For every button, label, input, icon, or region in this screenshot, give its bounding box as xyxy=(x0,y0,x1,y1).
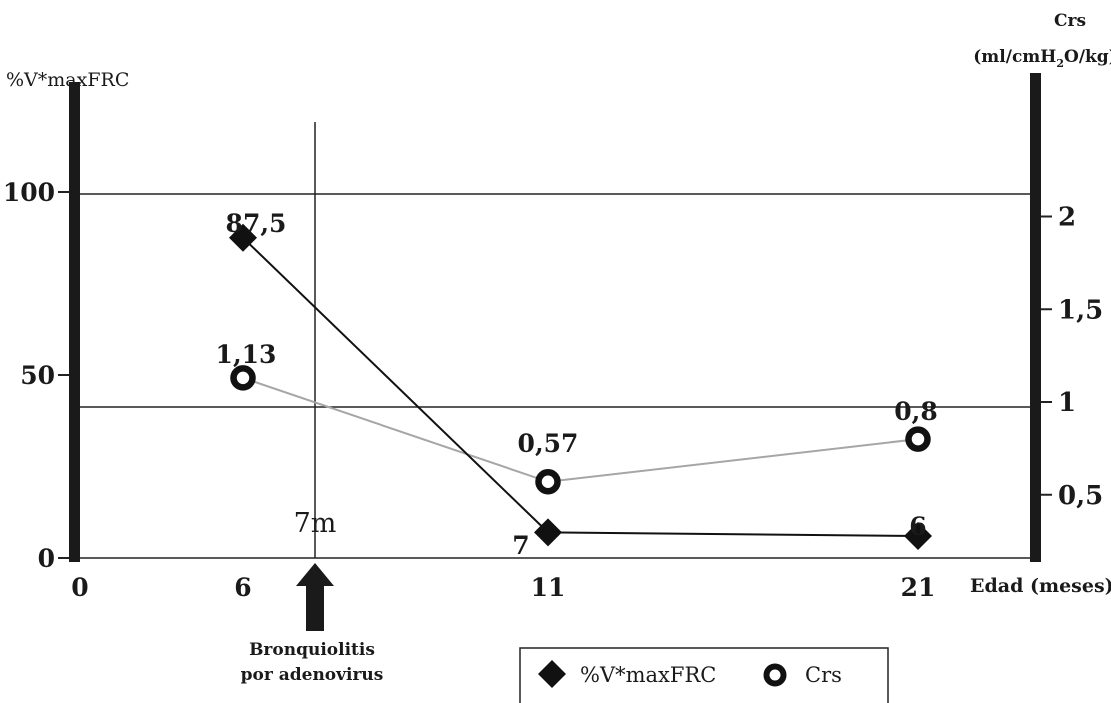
point-crs xyxy=(230,365,256,391)
point-crs xyxy=(905,426,931,452)
point-vmax xyxy=(229,223,257,252)
legend: %V*maxFRC Crs xyxy=(519,647,889,703)
x-tick-label: 21 xyxy=(901,573,936,602)
y-left-tick-label: 0 xyxy=(38,544,55,573)
y-right-tick-label: 1,5 xyxy=(1058,295,1103,325)
x-tick-label: 0 xyxy=(71,573,88,602)
right-axis-title-line2: (ml/cmH2O/kg) xyxy=(973,47,1111,70)
data-label-crs: 0,57 xyxy=(518,429,579,458)
point-crs xyxy=(535,469,561,495)
x-axis-label: Edad (meses) xyxy=(970,575,1111,597)
y-right-tick-label: 0,5 xyxy=(1058,481,1103,511)
series-line-crs xyxy=(242,376,919,483)
data-label-crs: 0,8 xyxy=(894,397,938,426)
left-axis-title: %V*maxFRC xyxy=(6,69,129,91)
x-tick-label: 6 xyxy=(234,573,251,602)
data-label-vmax: 87,5 xyxy=(226,209,287,238)
series-line-vmax xyxy=(242,237,919,538)
y-right-tick-label: 2 xyxy=(1058,203,1076,233)
legend-diamond-icon xyxy=(538,660,566,688)
point-vmax xyxy=(534,518,562,547)
legend-label-vmax: %V*maxFRC xyxy=(580,663,716,687)
data-label-vmax: 7 xyxy=(512,531,529,560)
event-annotation-line2: por adenovirus xyxy=(241,665,384,685)
right-axis-bar xyxy=(1030,73,1041,562)
legend-label-crs: Crs xyxy=(805,663,842,687)
left-axis-bar xyxy=(69,82,80,562)
y-left-tick-label: 50 xyxy=(20,361,55,390)
y-left-tick-label: 100 xyxy=(3,178,55,207)
y-right-tick-label: 1 xyxy=(1058,388,1076,418)
legend-box xyxy=(519,647,889,703)
data-label-vmax: 6 xyxy=(909,512,926,541)
x-tick-label: 11 xyxy=(531,573,566,602)
event-annotation-line1: Bronquiolitis xyxy=(249,640,375,660)
point-vmax xyxy=(904,522,932,551)
gridlines xyxy=(80,193,1030,559)
data-label-crs: 1,13 xyxy=(216,340,277,369)
event-arrow-icon xyxy=(296,563,334,631)
right-axis-title-line1: Crs xyxy=(1054,11,1086,31)
legend-ring-icon xyxy=(763,663,787,687)
